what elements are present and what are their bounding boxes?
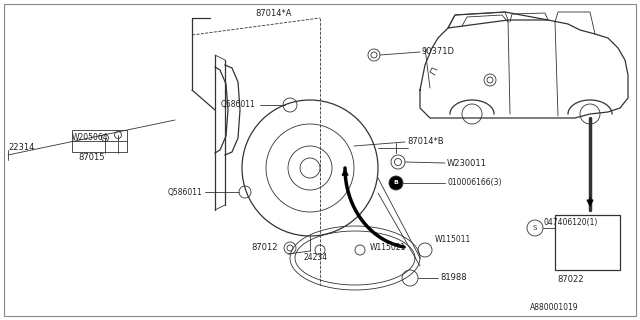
- Text: W115011: W115011: [435, 236, 471, 244]
- Bar: [72, 130, 127, 152]
- Text: 22314: 22314: [8, 143, 35, 153]
- Text: 81988: 81988: [440, 274, 467, 283]
- Text: Q586011: Q586011: [167, 188, 202, 196]
- Text: 010006166(3): 010006166(3): [447, 179, 502, 188]
- Text: B: B: [394, 180, 399, 186]
- Text: W205064: W205064: [72, 133, 109, 142]
- Text: 87015: 87015: [78, 153, 104, 162]
- Text: 90371D: 90371D: [422, 47, 455, 57]
- Text: 24234: 24234: [304, 253, 328, 262]
- Text: 87012: 87012: [252, 244, 278, 252]
- Text: 87014*A: 87014*A: [255, 10, 291, 19]
- Text: Q586011: Q586011: [220, 100, 255, 109]
- Text: W230011: W230011: [447, 158, 487, 167]
- Text: 87014*B: 87014*B: [407, 138, 444, 147]
- Circle shape: [389, 176, 403, 190]
- Text: 87022: 87022: [557, 276, 584, 284]
- Text: 047406120(1): 047406120(1): [544, 218, 598, 227]
- Text: A880001019: A880001019: [530, 303, 579, 313]
- Bar: [555, 215, 620, 270]
- Text: W115021: W115021: [370, 244, 406, 252]
- Text: S: S: [533, 225, 537, 231]
